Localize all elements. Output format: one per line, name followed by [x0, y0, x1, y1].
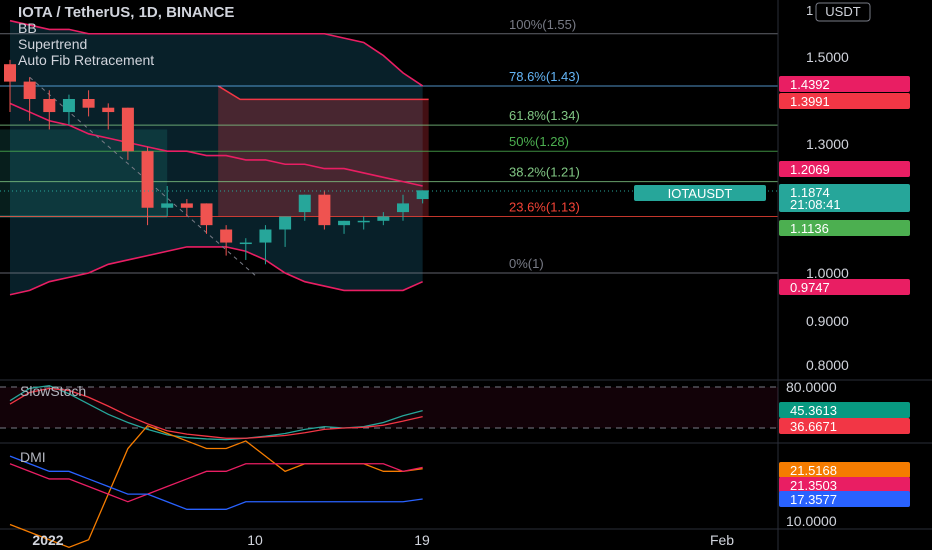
dmi-label: 21.3503	[790, 478, 837, 493]
price-label: 0.9747	[790, 280, 830, 295]
fib-label: 38.2%(1.21)	[509, 165, 580, 180]
fib-label: 50%(1.28)	[509, 134, 569, 149]
price-label-bg	[779, 76, 910, 92]
stoch-label: 45.3613	[790, 403, 837, 418]
currency-button-frame	[815, 2, 871, 22]
current-price-value: 1.1874	[790, 185, 830, 200]
candle-body	[23, 81, 36, 99]
fib-label: 100%(1.55)	[509, 17, 576, 32]
bar-countdown: 21:08:41	[790, 197, 841, 212]
current-price-label: 1.1874 21:08:41	[779, 184, 910, 212]
price-tick: 0.9000	[806, 313, 849, 329]
bb-upper-line	[9, 19, 424, 87]
symbol-tag-label: IOTAUSDT	[668, 186, 733, 201]
time-tick: 10	[247, 532, 263, 548]
symbol-tag[interactable]: IOTAUSDT	[634, 185, 766, 201]
price-labels: 1.4392 1.3991 1.2069 1.1136 0.9747 45.361336.…	[779, 76, 910, 507]
fib-label: 0%(1)	[509, 256, 544, 271]
time-tick: 2022	[32, 532, 63, 548]
fib-retracement: 100%(1.55) 78.6%(1.43) 61.8%(1.34) 50%(1.28…	[0, 17, 778, 274]
stoch-d-line	[9, 387, 423, 439]
symbol-tag-bg	[634, 185, 766, 201]
time-tick: Feb	[710, 532, 734, 548]
candle-body	[62, 99, 75, 113]
chart-title[interactable]: IOTA / TetherUS, 1D, BINANCE	[18, 4, 234, 21]
currency-button-prefix: 1	[806, 3, 813, 18]
time-tick: 19	[414, 532, 430, 548]
currency-button-label: USDT	[825, 4, 860, 19]
bb-lower-line	[9, 246, 423, 296]
candle-body	[259, 229, 272, 243]
candle-body	[338, 220, 351, 226]
candle-body	[43, 99, 56, 113]
bb-fill-area	[10, 20, 423, 295]
slowstoch-label[interactable]: SlowStoch	[20, 383, 86, 399]
bb-middle-line	[9, 102, 423, 187]
candle-body	[4, 64, 16, 82]
candle-body	[180, 203, 193, 208]
time-axis[interactable]: 2022 10 19 Feb	[32, 532, 734, 548]
stoch-label: 36.6671	[790, 419, 837, 434]
price-tick: 1.5000	[806, 49, 849, 65]
dmi-tick: 10.0000	[786, 513, 837, 529]
price-tick: 1.3000	[806, 136, 849, 152]
candle-body	[397, 203, 409, 213]
dmi-lines	[9, 424, 423, 549]
candle-body	[102, 107, 115, 113]
stoch-band-fill	[0, 387, 778, 428]
dmi-adx-line	[9, 455, 423, 510]
candle-body	[239, 242, 252, 245]
candle-body	[298, 194, 311, 213]
stoch-tick: 80.0000	[786, 379, 837, 395]
price-axis-ticks: 1.5000 1.3000 1.0000 0.9000 0.8000 80.0000 10.…	[786, 49, 849, 529]
dmi-label: 17.3577	[790, 492, 837, 507]
candle-body	[279, 216, 292, 230]
price-label-bg	[779, 279, 910, 295]
indicator-legend-item[interactable]: Supertrend	[18, 36, 87, 52]
slowstoch-lines	[9, 384, 423, 441]
price-label: 1.2069	[790, 162, 830, 177]
dmi-label-bg	[779, 477, 910, 493]
price-label: 1.4392	[790, 77, 830, 92]
price-tick: 0.8000	[806, 357, 849, 373]
candle-body	[82, 99, 95, 108]
candle-body	[161, 203, 174, 208]
supertrend-line	[217, 85, 429, 101]
dmi-label-bg	[779, 491, 910, 507]
stoch-label-bg	[779, 418, 910, 434]
price-label: 1.3991	[790, 94, 830, 109]
dmi-label[interactable]: DMI	[20, 449, 46, 465]
candles	[4, 59, 429, 265]
candle-body	[416, 190, 429, 200]
price-label-bg	[779, 220, 910, 236]
dmi-label: 21.5168	[790, 463, 837, 478]
price-label-bg	[779, 93, 910, 109]
bollinger-band-fill	[10, 20, 423, 295]
indicator-legend-item[interactable]: BB	[18, 20, 37, 36]
indicator-legend-item[interactable]: Auto Fib Retracement	[18, 52, 154, 68]
fib-label: 23.6%(1.13)	[509, 199, 580, 214]
price-tick: 1.0000	[806, 265, 849, 281]
price-label-bg	[779, 161, 910, 177]
fib-label: 61.8%(1.34)	[509, 108, 580, 123]
stoch-label-bg	[779, 402, 910, 418]
candle-body	[121, 107, 134, 152]
dmi-minus-di-line	[9, 463, 423, 503]
candle-body	[141, 151, 154, 208]
dmi-label-bg	[779, 462, 910, 478]
current-price-bg	[779, 184, 910, 212]
candle-body	[200, 203, 213, 226]
candle-body	[220, 229, 233, 243]
fib-label: 78.6%(1.43)	[509, 69, 580, 84]
candle-body	[318, 194, 331, 226]
currency-button[interactable]: 1 USDT	[806, 2, 871, 22]
candle-body	[377, 216, 390, 221]
candle-body	[357, 220, 370, 223]
price-label: 1.1136	[790, 221, 829, 236]
